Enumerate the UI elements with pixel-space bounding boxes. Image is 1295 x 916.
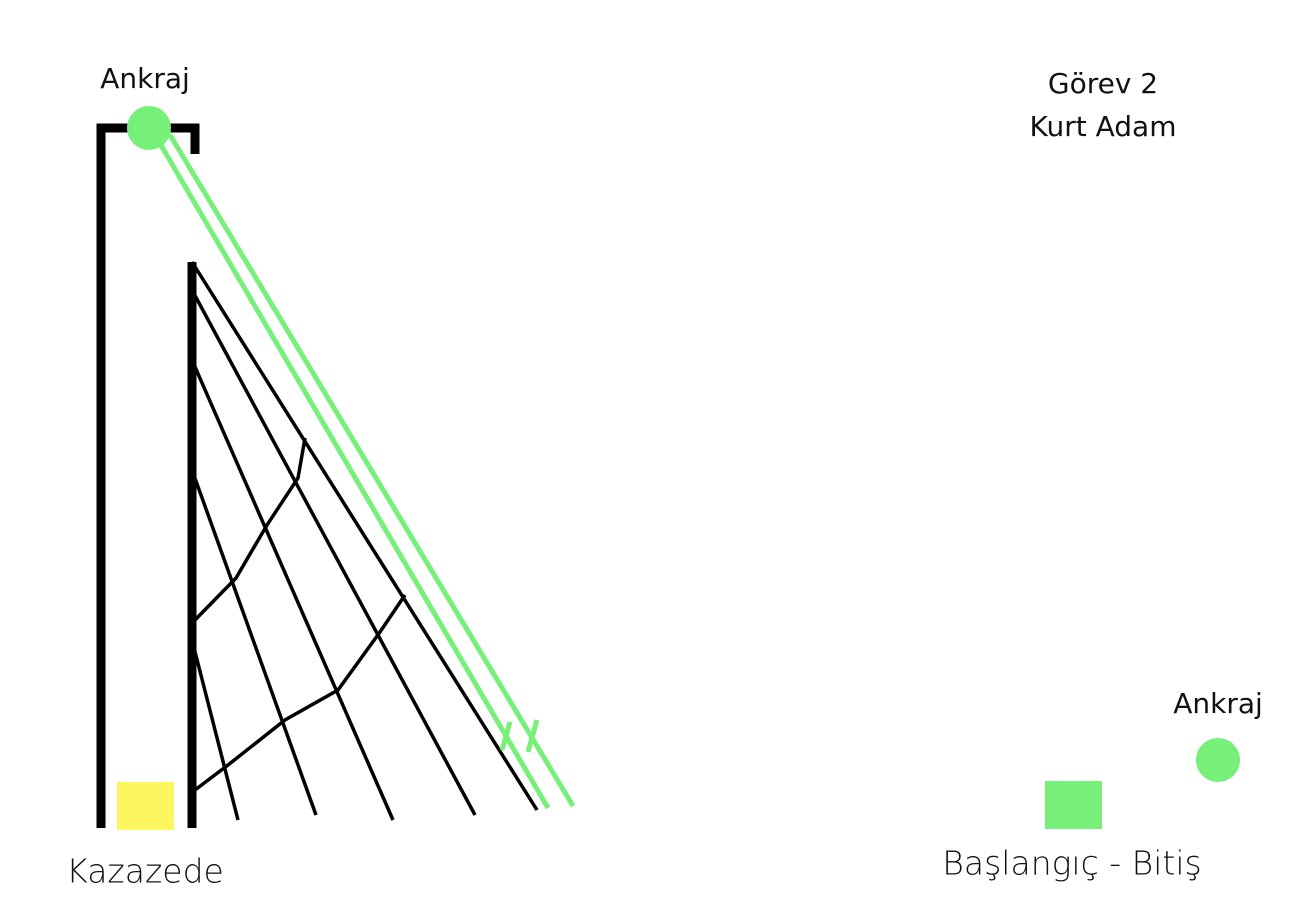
frame [96,123,200,828]
victim-marker [117,782,174,830]
rope-line [167,133,576,808]
net [190,261,539,821]
net-line [190,261,539,811]
net-cross [193,594,407,792]
rope-tick [499,721,513,751]
title-line: Görev 2 [1048,67,1158,100]
start-end-label: Başlangıç - Bitiş [942,844,1201,883]
anchor-right-marker [1196,738,1240,782]
rope-line [152,133,551,810]
net-line [190,469,318,816]
anchor-top-marker [127,106,171,150]
anchor-right-label: Ankraj [1173,687,1263,720]
anchor-top-label: Ankraj [100,62,190,95]
outer-frame [96,123,200,828]
net-line [190,289,477,816]
rope [152,133,576,810]
start-end-marker [1045,781,1102,829]
net-cross [193,437,307,622]
net-line [190,639,240,821]
net-line [190,359,395,821]
victim-label: Kazazede [66,852,224,891]
rope-tick [525,719,540,753]
title-line: Kurt Adam [1030,110,1177,143]
